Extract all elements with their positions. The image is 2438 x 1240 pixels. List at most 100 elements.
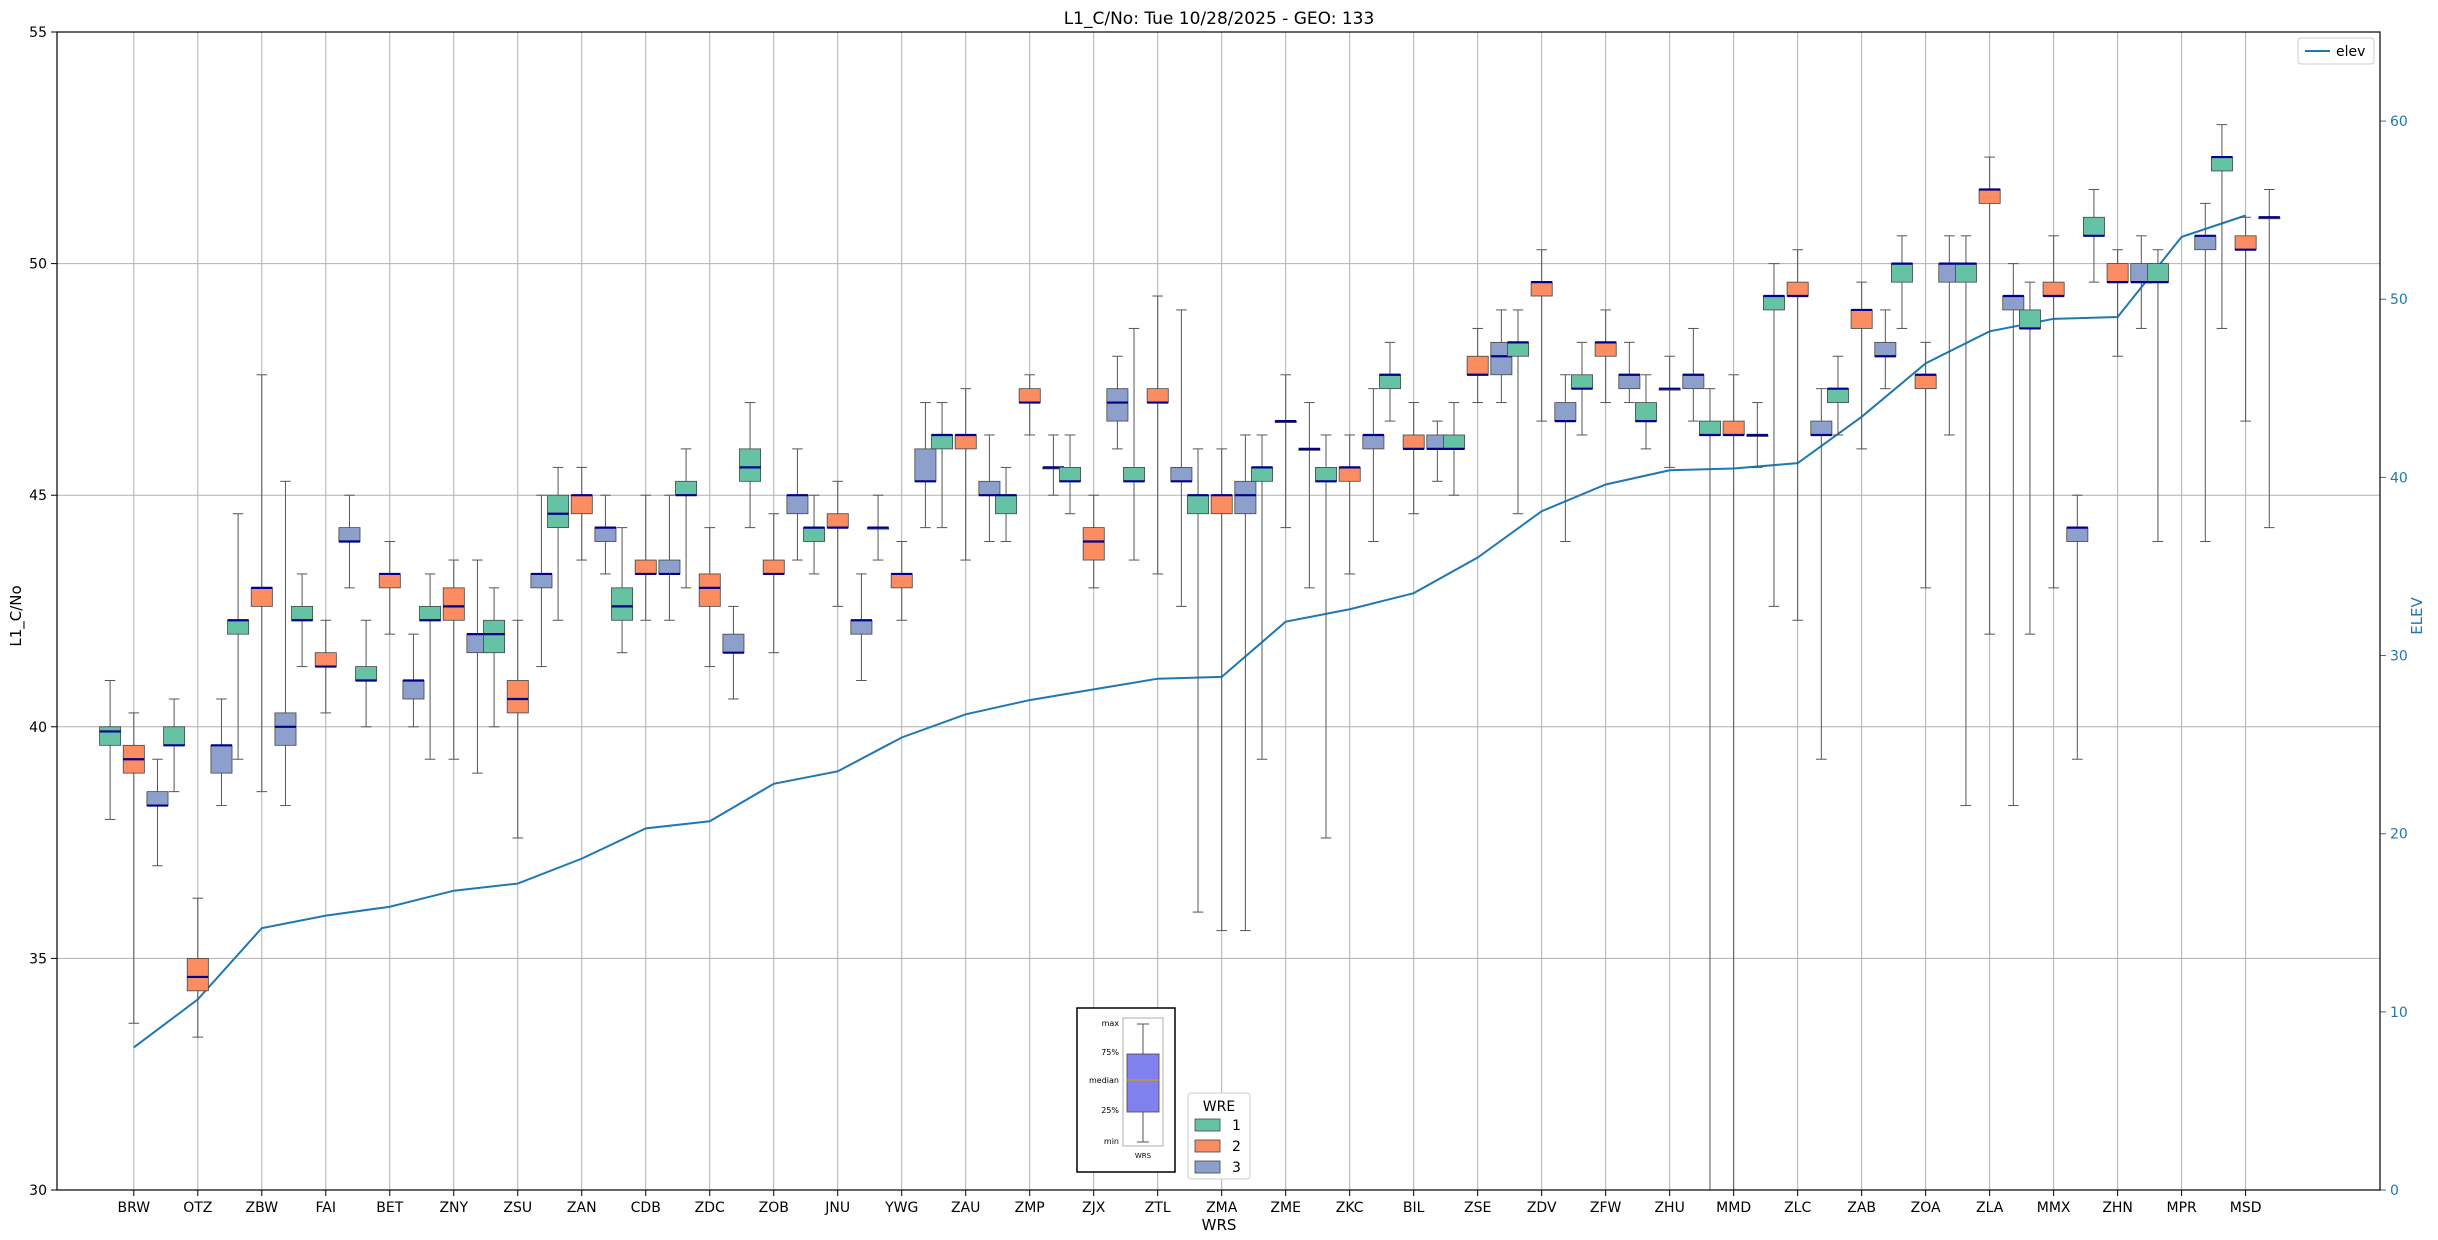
box-wre-3 [1490,341,1513,376]
box-wre-1 [1699,420,1721,436]
box-wre-1 [483,619,506,654]
x-tick-label: ZDV [1527,1200,1557,1216]
x-tick-label: ZJX [1082,1200,1106,1216]
y2-tick-label: 20 [2390,827,2408,843]
box-wre-2 [314,652,337,667]
box-wre-3 [2002,295,2025,311]
x-tick-label: ZFW [1590,1200,1622,1216]
y2-tick-label: 0 [2390,1183,2399,1199]
box-wre-2 [1402,434,1425,450]
x-tick-label: ZSE [1464,1200,1491,1216]
box-wre-3 [1682,374,1705,390]
box-wre-2 [826,513,849,529]
x-tick-label: ZOB [759,1200,789,1216]
box-wre-3 [1874,341,1897,357]
box-wre-1 [611,587,634,621]
box-wre-2 [890,573,913,589]
x-tick-label: ZAU [951,1200,980,1216]
y2-tick-label: 30 [2390,649,2408,665]
box-wre-1 [1571,374,1593,390]
y2-tick-label: 50 [2390,292,2408,308]
box-wre-2 [1146,388,1169,403]
x-tick-label: FAI [316,1200,336,1216]
box-wre-1 [355,666,378,681]
box-wre-2 [1210,494,1233,515]
y-tick-label: 40 [29,720,47,736]
x-tick-label: ZOA [1911,1200,1941,1216]
wre-legend-swatch-3 [1194,1160,1221,1174]
box-wre-2 [698,573,721,607]
box-wre-3 [594,527,617,542]
x-tick-label: ZHU [1654,1200,1684,1216]
wre-legend-swatch-1 [1194,1118,1221,1132]
key-label: max [1102,1019,1120,1028]
box-wre-1 [163,726,186,746]
box-wre-1 [1315,467,1337,482]
box-wre-3 [338,527,361,542]
box-plots [99,124,2281,1190]
x-tick-label: CDB [631,1200,661,1216]
wre-legend-label: 2 [1232,1139,1241,1155]
wre-legend-title: WRE [1203,1099,1235,1115]
box-wre-1 [419,605,442,621]
y-tick-label: 35 [29,951,47,967]
x-axis-label: WRS [1202,1216,1237,1234]
key-label: median [1089,1076,1119,1085]
box-wre-2 [1978,189,2001,204]
box-wre-1 [675,480,698,496]
y-tick-label: 30 [29,1183,47,1199]
box-wre-2 [378,573,401,589]
box-wre-2 [442,587,465,621]
y-tick-label: 50 [29,257,47,273]
box-wre-3 [658,559,681,575]
box-wre-2 [762,559,785,575]
x-tick-label: ZAB [1847,1200,1876,1216]
key-label: 25% [1101,1106,1119,1115]
box-wre-1 [291,605,314,621]
x-tick-label: MMD [1716,1200,1751,1216]
box-wre-2 [1722,420,1745,436]
x-tick-label: ZMP [1015,1200,1045,1216]
box-wre-2 [2106,263,2129,283]
y2-axis-label: ELEV [2408,596,2426,634]
box-wre-3 [914,448,937,482]
box-wre-2 [1530,281,1553,297]
box-wre-2 [506,680,529,714]
box-wre-1 [1827,388,1849,403]
box-wre-1 [1954,263,1977,283]
x-tick-label: BET [376,1200,403,1216]
axes: 30 35 40 45 50 55 0 10 20 30 40 50 60 BRW OTZ ZBW FAI BET… [29,25,2408,1216]
box-wre-2 [1338,467,1361,482]
box-wre-1 [1059,467,1081,482]
y2-tick-label: 60 [2390,114,2408,130]
x-tick-label: ZLA [1976,1200,2004,1216]
x-tick-label: OTZ [183,1200,212,1216]
box-wre-3 [210,744,233,774]
box-wre-3 [146,791,169,806]
box-wre-1 [803,527,826,542]
box-wre-1 [99,726,122,746]
x-tick-label: ZAN [567,1200,597,1216]
elev-legend-label: elev [2336,44,2365,60]
x-tick-label: ZKC [1336,1200,1364,1216]
box-wre-1 [1123,467,1145,482]
x-tick-label: ZDC [695,1200,725,1216]
box-wre-1 [1443,434,1465,450]
box-wre-1 [1379,374,1401,390]
elev-legend-box [2297,37,2375,65]
box-wre-1 [2210,156,2233,172]
x-tick-label: ZHN [2102,1200,2133,1216]
box-wre-2 [250,587,273,607]
y-tick-label: 55 [29,25,47,41]
box-wre-2 [186,958,209,992]
box-wre-1 [1251,467,1273,482]
x-tick-label: ZSU [503,1200,532,1216]
box-wre-1 [547,494,570,529]
box-wre-2 [1082,527,1105,561]
box-wre-2 [1786,281,1809,297]
elev-line [133,214,2246,1049]
key-label: 75% [1101,1048,1119,1057]
elev-series [133,214,2246,1049]
box-wre-2 [1466,355,1489,376]
wre-legend-label: 3 [1232,1160,1241,1176]
